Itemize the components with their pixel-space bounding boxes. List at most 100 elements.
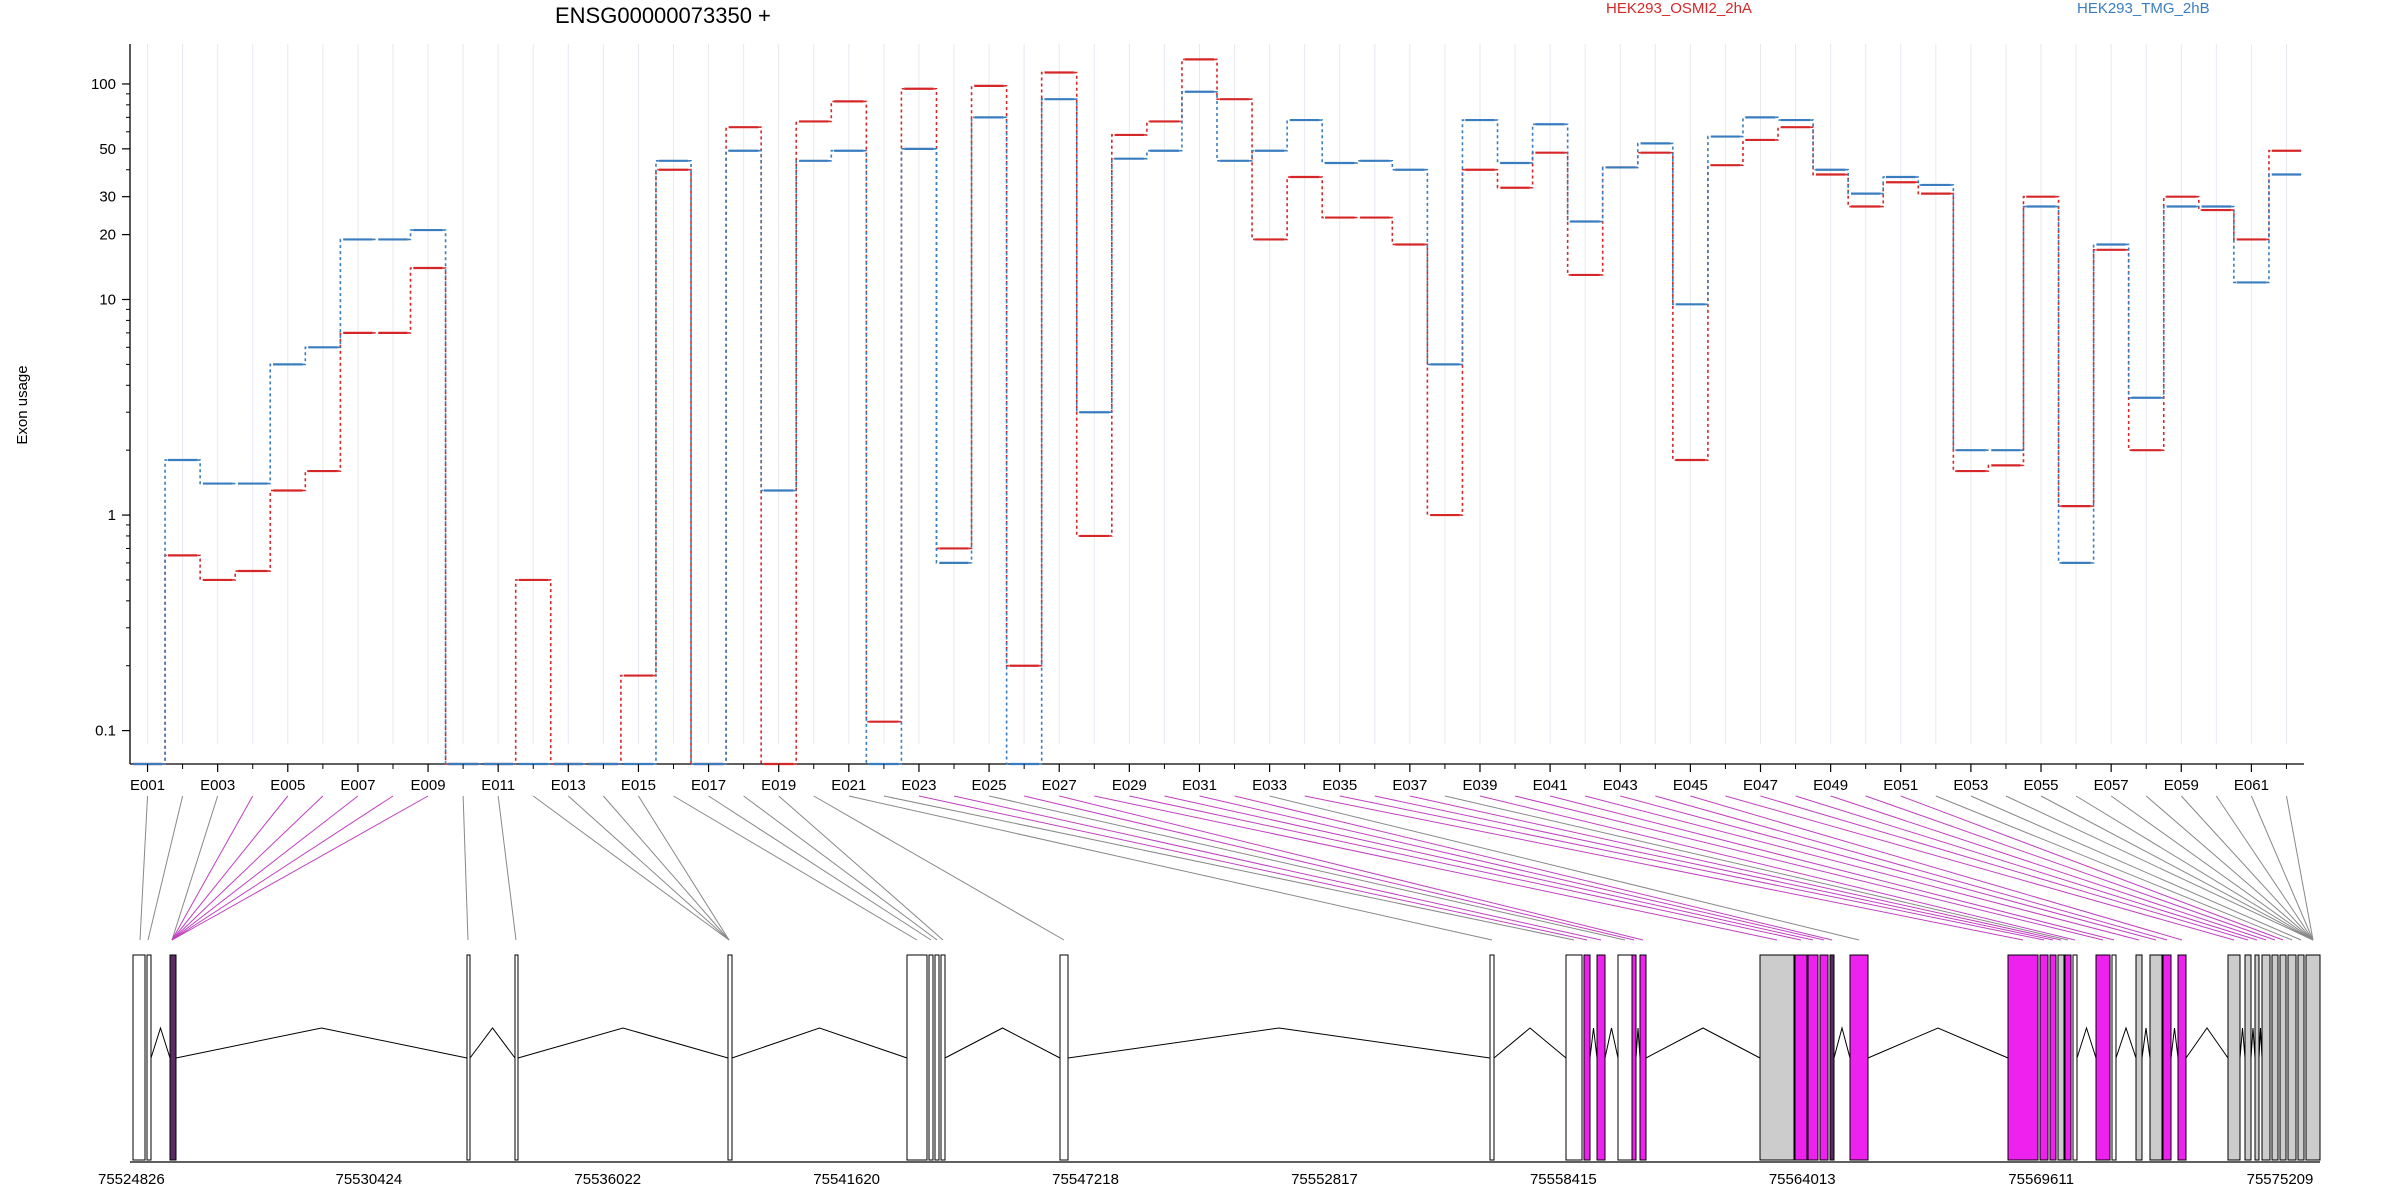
series-connector — [1214, 90, 1220, 162]
series-connector — [1073, 98, 1080, 414]
exon-connector-e012 — [532, 795, 730, 941]
exon-connector-e058 — [2145, 795, 2314, 941]
x-tick-label: E003 — [200, 777, 235, 794]
x-tick-label: E061 — [2234, 777, 2269, 794]
series-osmi2 — [132, 58, 2302, 766]
exon-box — [169, 954, 177, 1161]
exon-box — [2039, 954, 2049, 1161]
genomic-tick-label: 75558415 — [1530, 1171, 1597, 1188]
series-connector — [1880, 176, 1887, 195]
exon-box — [2095, 954, 2111, 1161]
series-connector — [1775, 126, 1781, 141]
exon-box — [146, 954, 152, 1161]
genomic-tick-label: 75569611 — [2008, 1171, 2074, 1188]
exon-connector-e043 — [1620, 795, 2157, 941]
exon-box — [1583, 954, 1591, 1161]
x-tick-label: E045 — [1673, 777, 1708, 794]
series-connector — [1424, 243, 1431, 516]
exon-box — [2271, 954, 2279, 1161]
exon-connector-e041 — [1549, 795, 2115, 941]
series-connector — [1845, 168, 1851, 195]
genomic-tick-label: 75552817 — [1291, 1171, 1358, 1188]
x-axis-ticks: E001 E003 E005 E007 E009 E011 E013 E015 E017 E019… — [130, 764, 2287, 794]
series-connector — [1529, 123, 1536, 164]
x-tick-label: E057 — [2094, 777, 2129, 794]
exon-connector-e013 — [567, 795, 730, 941]
exon-box — [2244, 954, 2252, 1161]
exon-box — [132, 954, 146, 1161]
x-tick-label: E005 — [270, 777, 305, 794]
series-connector — [1459, 119, 1466, 366]
exon-connector-e057 — [2110, 795, 2314, 941]
y-tick-label: 100 — [91, 76, 116, 93]
exon-connector-e023 — [918, 795, 1588, 941]
x-tick-label: E055 — [2023, 777, 2058, 794]
x-tick-label: E039 — [1462, 777, 1497, 794]
series-connector — [407, 229, 414, 241]
exon-box — [2064, 954, 2072, 1161]
series-connector — [1319, 119, 1325, 164]
chart-title: ENSG00000073350 + — [555, 3, 771, 28]
x-tick-label: E023 — [901, 777, 936, 794]
series-connector — [337, 238, 344, 349]
intron-line — [2250, 1027, 2256, 1059]
y-axis-label: Exon usage — [14, 365, 31, 444]
exon-box — [727, 954, 733, 1161]
exon-box — [1617, 954, 1633, 1161]
series-connector — [1845, 173, 1851, 208]
series-connector — [442, 267, 449, 765]
series-connector — [302, 470, 309, 492]
exon-connector-e054 — [2005, 795, 2314, 941]
exon-box — [934, 954, 940, 1161]
series-connector — [2020, 205, 2027, 451]
series-connector — [1810, 119, 1816, 171]
exon-box — [2227, 954, 2241, 1161]
series-connector — [793, 160, 800, 492]
series-connector — [1564, 123, 1571, 223]
legend-entry-osmi2: HEK293_OSMI2_2hA — [1606, 0, 1752, 17]
series-connector — [1284, 176, 1290, 241]
exon-connector-e028 — [1094, 795, 1778, 941]
x-tick-label: E047 — [1743, 777, 1778, 794]
intron-line — [175, 1027, 468, 1059]
series-connector — [2090, 249, 2097, 507]
series-connector — [653, 160, 659, 765]
series-connector — [1003, 85, 1010, 667]
exon-connector-e046 — [1725, 795, 2235, 941]
series-connector — [267, 363, 274, 485]
intron-line — [731, 1027, 908, 1059]
exon-connector-e049 — [1830, 795, 2267, 941]
exon-connector-e061 — [2250, 795, 2314, 941]
x-tick-label: E011 — [481, 777, 515, 794]
series-connector — [1038, 98, 1045, 765]
series-connector — [1810, 126, 1816, 176]
series-connector — [1494, 119, 1501, 164]
legend-entry-tmg: HEK293_TMG_2hB — [2077, 0, 2210, 17]
x-tick-label: E033 — [1252, 777, 1287, 794]
genomic-tick-label: 75547218 — [1052, 1171, 1119, 1188]
x-tick-label: E029 — [1112, 777, 1147, 794]
exon-box — [1849, 954, 1869, 1161]
exon-connector-e019 — [778, 795, 944, 941]
exon-box — [940, 954, 946, 1161]
series-connector — [828, 100, 835, 123]
series-connector — [1915, 176, 1922, 186]
exon-box — [2261, 954, 2271, 1161]
exon-connector-e011 — [497, 795, 517, 941]
exon-connector-e051 — [1900, 795, 2284, 941]
series-connector — [337, 332, 344, 472]
exon-connector-e039 — [1479, 795, 2076, 941]
exon-connector-e016 — [673, 795, 918, 941]
exon-box — [2057, 954, 2065, 1161]
intron-line — [1493, 1027, 1567, 1059]
exon-box — [2135, 954, 2143, 1161]
series-connector — [758, 149, 764, 492]
intron-line — [2141, 1027, 2151, 1059]
series-connector — [1564, 151, 1571, 276]
x-tick-label: E009 — [411, 777, 446, 794]
series-connector — [1670, 142, 1676, 306]
series-connector — [2160, 205, 2167, 399]
exon-connector-e014 — [602, 795, 730, 941]
series-tmg — [132, 90, 2302, 766]
exon-box — [1794, 954, 1808, 1161]
